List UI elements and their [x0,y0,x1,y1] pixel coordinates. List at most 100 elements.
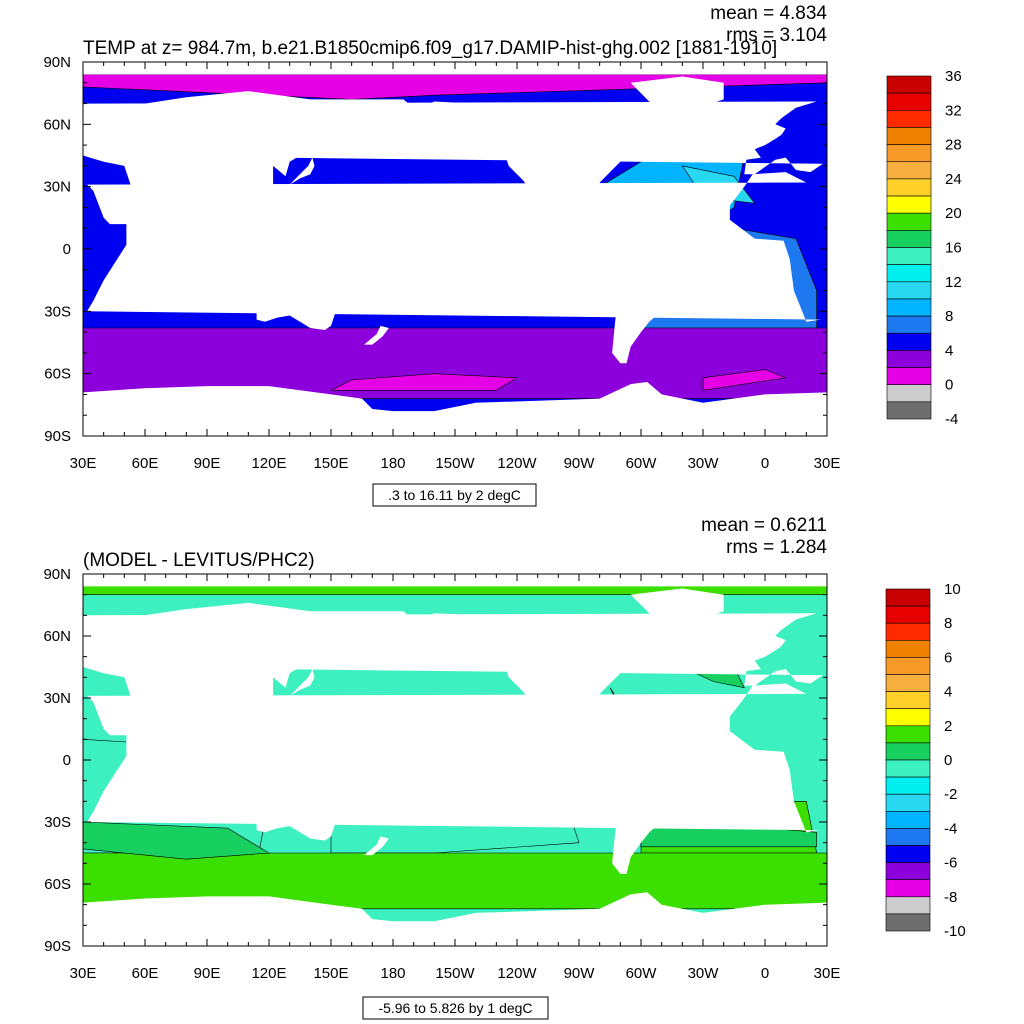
land-uk [752,640,770,657]
land-newguinea [291,251,331,270]
colorbar-swatch [886,367,932,385]
colorbar-label: 6 [944,649,952,666]
colorbar-swatch [886,230,932,248]
lon-label: 30W [688,455,720,472]
lat-label: 30N [43,690,71,707]
land-borneo [246,747,267,769]
colorbar-swatch [886,401,932,420]
lon-label: 90E [194,455,221,472]
colorbar-swatch [885,793,931,812]
colorbar-swatch [886,384,932,403]
rms-value: rms = 1.284 [726,537,827,558]
indian-south-band [83,821,270,860]
colorbar-swatch [885,810,931,829]
contour-info: -5.96 to 5.826 by 1 degC [378,1000,532,1016]
land-northam [413,101,650,233]
rms-value: rms = 3.104 [726,25,827,46]
map-area [83,62,827,436]
panel-title: TEMP at z= 984.7m, b.e21.B1850cmip6.f09_… [83,38,777,59]
contour-info-box [372,483,537,507]
ocean-region-arctic-ocean [83,74,827,100]
map-area [83,574,827,946]
colorbar-swatch [886,298,932,317]
colorbar-label: 36 [945,68,962,85]
lat-label: 90N [43,54,71,71]
colorbar-label: -6 [944,855,957,872]
map-panel-2: 30E 60E 90E 120E 150E 180 150W 120W 90W 60W 30W 0 30… [43,515,966,1020]
lon-label: 60E [132,965,159,982]
colorbar-label: 8 [945,308,953,325]
colorbar-swatch [885,588,931,607]
lat-label: 0 [63,752,71,769]
colorbar-swatch [885,879,931,898]
colorbar-swatch [886,195,932,214]
colorbar-swatch [886,110,932,128]
land-borneo [246,236,267,258]
lat-label: 60S [44,366,71,383]
colorbar-label: -2 [944,786,957,803]
colorbar-label: 24 [945,171,962,188]
land-antarctica [83,382,827,436]
land-uk [752,128,770,146]
colorbar-swatch [885,708,931,727]
colorbar-swatch [886,178,932,197]
colorbar-swatch [886,281,932,300]
lon-label: 30E [70,455,97,472]
lon-label: 30W [688,965,720,982]
land-southam [597,735,693,874]
ross-sea-cold [330,373,518,391]
lon-label: 120E [251,455,286,472]
colorbar-swatch [885,674,931,692]
land-madagascar [111,273,125,301]
colorbar-label: 32 [945,102,962,119]
land-northam [413,613,650,744]
lat-label: 30S [44,814,71,831]
colorbar-swatch [885,639,931,658]
land-iceland [715,111,737,116]
mean-value: mean = 0.6211 [701,515,827,536]
colorbar-label: 4 [945,342,953,359]
land-nz [364,836,389,856]
colorbar-swatch [885,691,931,709]
land-iceland [715,623,737,628]
lon-label: 90E [194,965,221,982]
colorbar-swatch [885,657,931,675]
lon-label: 60W [626,965,658,982]
colorbar-label: 0 [944,752,952,769]
colorbar-swatch [886,247,932,265]
colorbar-swatch [885,742,931,761]
colorbar-swatch [886,92,932,111]
colorbar-swatch [885,622,931,641]
colorbar-label: -4 [945,411,958,428]
land-southam [597,224,693,364]
lon-label: 0 [761,455,769,472]
lon-label: 30E [814,455,841,472]
colorbar-swatch [886,127,932,145]
lon-label: 60W [626,455,658,472]
contour-info-box [362,996,549,1020]
colorbar-label: 2 [944,718,952,735]
colorbar-swatch [886,315,932,334]
land-greenland [630,76,724,125]
lon-label: 90W [564,455,596,472]
colorbar-label: 28 [945,137,962,154]
lon-label: 150W [435,455,475,472]
colorbar-label: 10 [944,581,961,598]
colorbar-swatch [885,759,931,778]
land-japan [289,157,315,185]
land-newguinea [291,762,331,781]
colorbar-swatch [886,350,932,368]
panel-title: (MODEL - LEVITUS/PHC2) [83,550,315,571]
lat-label: 90S [44,938,71,955]
colorbar-swatch [885,862,931,880]
land-madagascar [111,784,125,812]
colorbar-swatch [885,828,931,846]
colorbar-label: 8 [944,615,952,632]
colorbar-swatch [885,725,931,744]
lon-label: 120E [251,965,286,982]
map-panel-1: 30E 60E 90E 120E 150E 180 150W 120W 90W 60W 30W 0 30… [43,3,962,507]
lon-label: 150W [435,965,475,982]
lon-label: 180 [380,455,405,472]
lon-label: 60E [132,455,159,472]
